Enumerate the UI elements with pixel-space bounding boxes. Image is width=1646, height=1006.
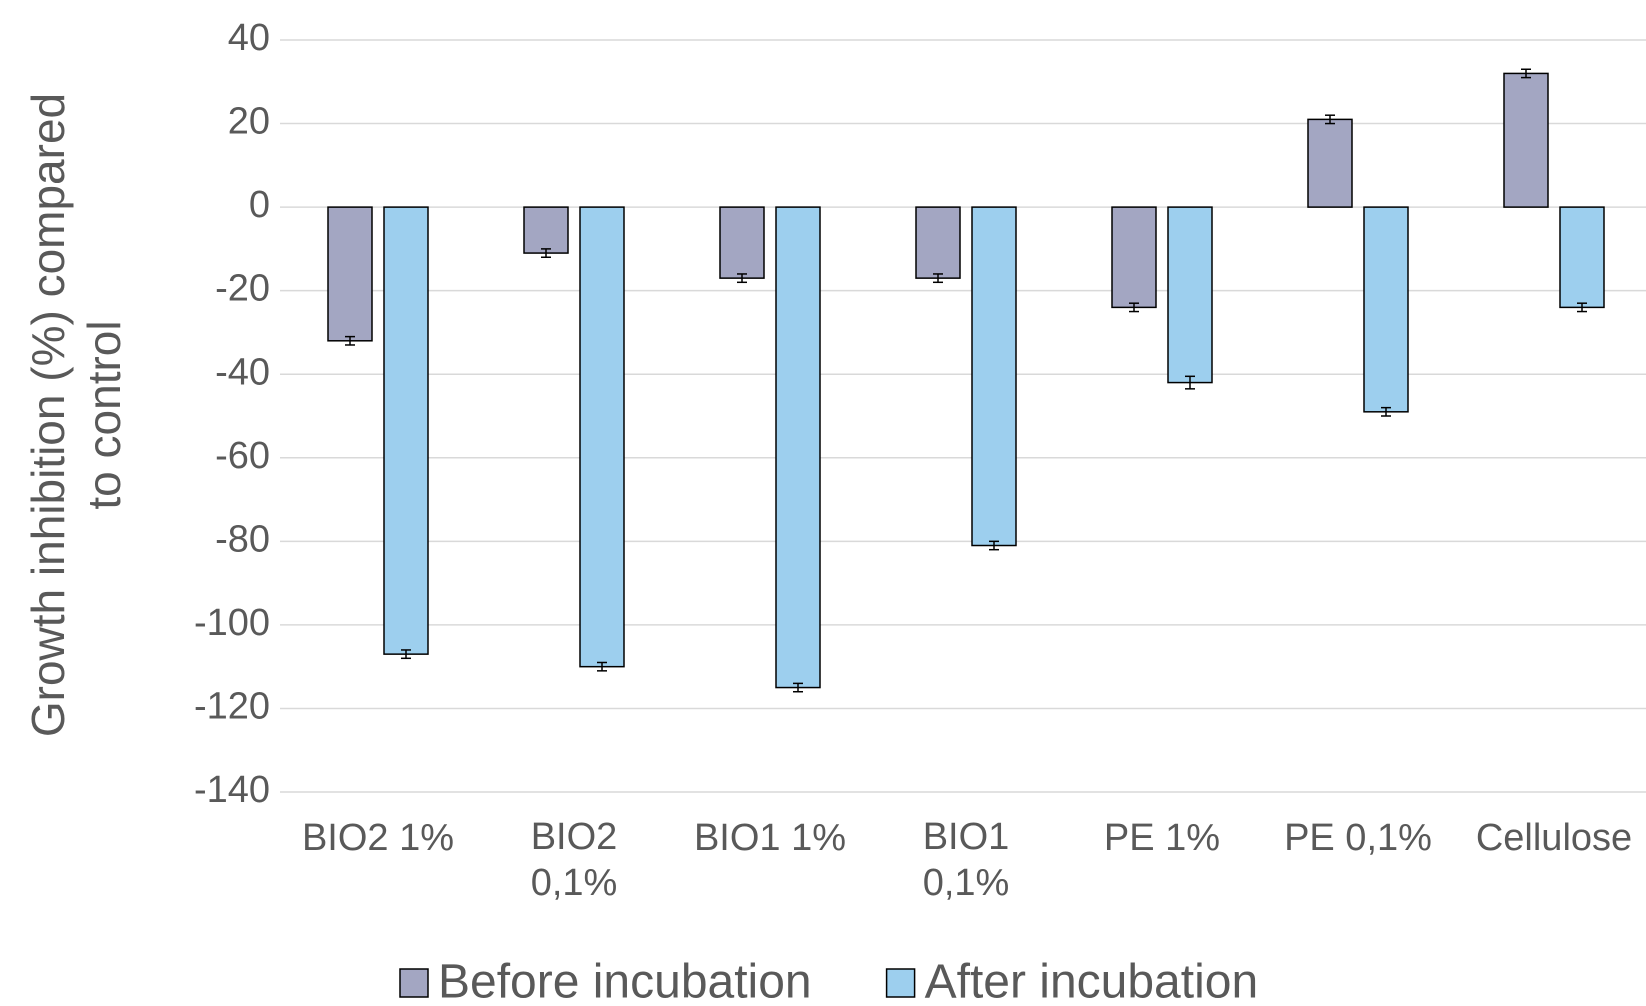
error-bar: [737, 273, 747, 284]
error-bar: [793, 682, 803, 693]
error-bar: [989, 540, 999, 551]
y-axis-title: Growth inhibition (%) comparedto control: [22, 93, 130, 737]
bar: [1559, 206, 1605, 309]
y-tick-label: -120: [194, 685, 270, 727]
bar: [523, 206, 569, 254]
x-tick-label: BIO2 1%: [302, 817, 454, 859]
y-tick-label: -100: [194, 602, 270, 644]
error-bar: [597, 661, 607, 672]
bar: [383, 206, 429, 655]
y-tick-label: -60: [215, 435, 270, 477]
error-bar: [933, 273, 943, 284]
y-tick-label: 20: [228, 101, 270, 143]
bar: [775, 206, 821, 689]
error-bar: [401, 649, 411, 660]
bar: [1111, 206, 1157, 309]
x-tick-label: BIO1 1%: [694, 817, 846, 859]
error-bar: [1129, 302, 1139, 313]
x-tick-label: PE 1%: [1104, 817, 1220, 859]
legend-swatch: [399, 968, 429, 998]
error-bar: [541, 248, 551, 258]
error-bar: [1381, 406, 1391, 417]
legend-label: Before incubation: [438, 956, 812, 1006]
x-tick-label: BIO2 0,1%: [531, 816, 618, 904]
bar: [327, 206, 373, 342]
y-tick-label: -40: [215, 351, 270, 393]
x-tick-label: BIO1 0,1%: [923, 816, 1010, 904]
x-tick-label: Cellulose: [1476, 817, 1632, 859]
bar: [1363, 206, 1409, 413]
error-bar: [1521, 68, 1531, 79]
y-tick-label: 0: [249, 184, 270, 226]
y-tick-label: -140: [194, 769, 270, 811]
y-tick-label: -20: [215, 268, 270, 310]
x-tick-label: PE 0,1%: [1284, 817, 1432, 859]
error-bar: [1185, 375, 1195, 390]
legend-swatch: [885, 968, 916, 998]
bar: [1307, 118, 1353, 208]
legend-label: After incubation: [925, 956, 1259, 1006]
bar: [1167, 206, 1213, 384]
bar: [915, 206, 961, 279]
bar: [1503, 72, 1549, 208]
error-bar: [1325, 114, 1335, 125]
y-tick-label: -80: [215, 518, 270, 560]
bar: [719, 206, 765, 279]
bar: [971, 206, 1017, 547]
error-bar: [345, 335, 355, 346]
error-bar: [1577, 302, 1587, 313]
y-tick-label: 40: [228, 17, 270, 59]
bar: [579, 206, 625, 668]
